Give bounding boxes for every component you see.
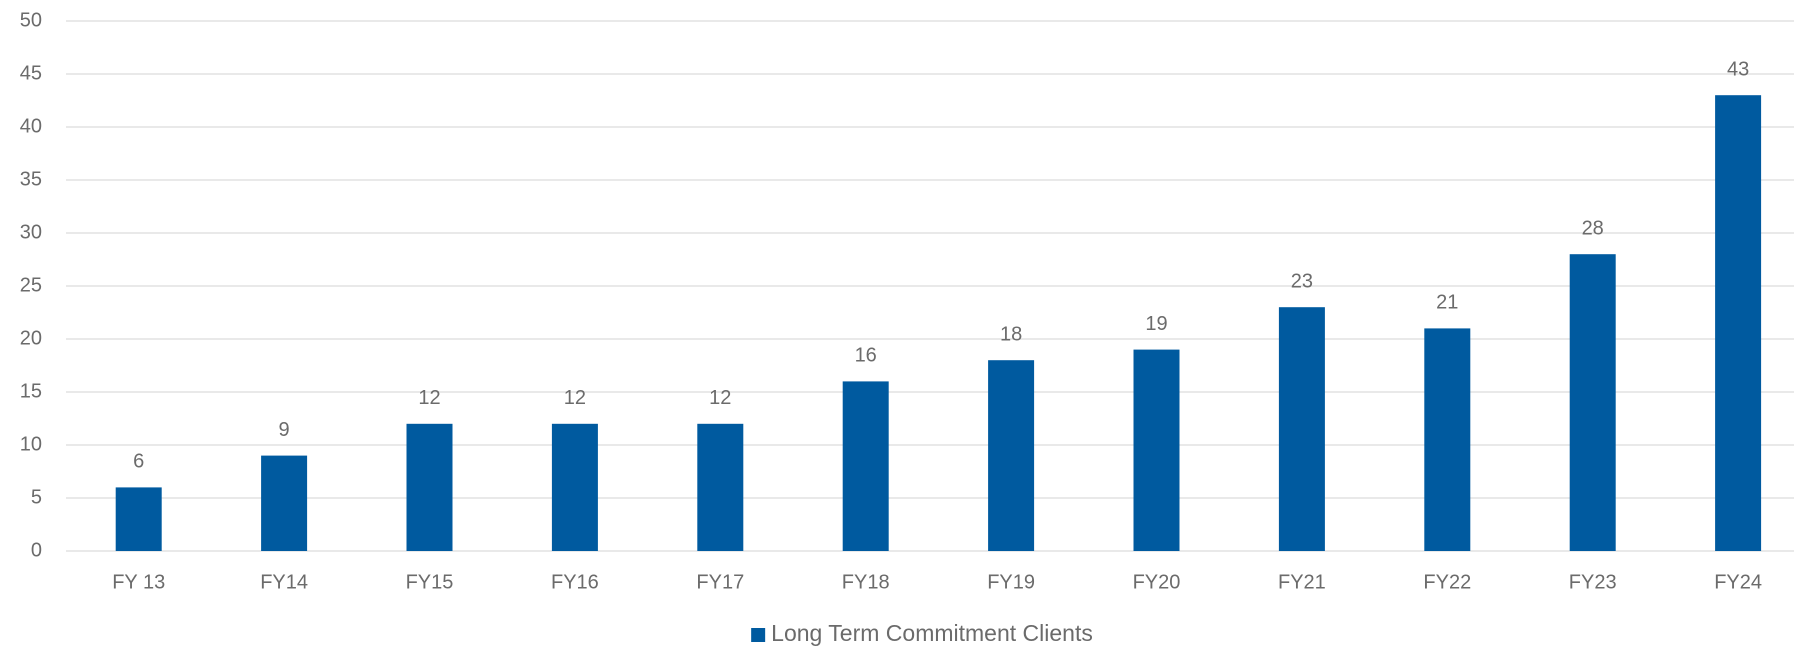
y-tick-label: 50 xyxy=(20,9,42,31)
data-label: 23 xyxy=(1291,270,1313,292)
y-tick-label: 0 xyxy=(31,539,42,561)
data-label: 9 xyxy=(279,419,290,441)
x-tick-label: FY24 xyxy=(1714,571,1762,593)
bar xyxy=(1715,95,1762,551)
y-tick-label: 15 xyxy=(20,380,42,402)
data-label: 12 xyxy=(564,387,586,409)
x-tick-label: FY23 xyxy=(1569,571,1617,593)
bar xyxy=(1569,254,1616,551)
x-tick-label: FY22 xyxy=(1423,571,1471,593)
y-tick-label: 5 xyxy=(31,486,42,508)
x-tick-label: FY 13 xyxy=(112,571,165,593)
bar xyxy=(551,423,598,551)
data-label: 18 xyxy=(1000,323,1022,345)
y-tick-label: 30 xyxy=(20,221,42,243)
x-tick-label: FY21 xyxy=(1278,571,1326,593)
data-label: 6 xyxy=(133,451,144,473)
y-tick-label: 25 xyxy=(20,274,42,296)
y-tick-label: 40 xyxy=(20,115,42,137)
bar xyxy=(115,487,162,551)
bar xyxy=(1278,307,1325,551)
data-label: 12 xyxy=(418,387,440,409)
legend-swatch xyxy=(751,628,766,642)
data-label: 21 xyxy=(1436,292,1458,314)
x-tick-label: FY14 xyxy=(260,571,308,593)
x-tick-label: FY19 xyxy=(987,571,1035,593)
bar xyxy=(1133,349,1180,551)
data-label: 16 xyxy=(855,345,877,367)
y-tick-label: 20 xyxy=(20,327,42,349)
y-tick-label: 45 xyxy=(20,62,42,84)
data-label: 43 xyxy=(1727,58,1749,80)
x-tick-label: FY16 xyxy=(551,571,599,593)
y-tick-label: 10 xyxy=(20,433,42,455)
bar xyxy=(842,381,889,551)
data-label: 28 xyxy=(1582,217,1604,239)
x-tick-label: FY20 xyxy=(1133,571,1181,593)
bar xyxy=(261,455,308,551)
x-tick-label: FY15 xyxy=(406,571,454,593)
x-tick-label: FY18 xyxy=(842,571,890,593)
x-tick-label: FY17 xyxy=(696,571,744,593)
y-tick-label: 35 xyxy=(20,168,42,190)
bar xyxy=(988,360,1035,551)
bar xyxy=(1424,328,1471,551)
data-label: 19 xyxy=(1145,313,1167,335)
bar xyxy=(406,423,453,551)
bar xyxy=(697,423,744,551)
data-label: 12 xyxy=(709,387,731,409)
legend-label: Long Term Commitment Clients xyxy=(771,620,1093,646)
